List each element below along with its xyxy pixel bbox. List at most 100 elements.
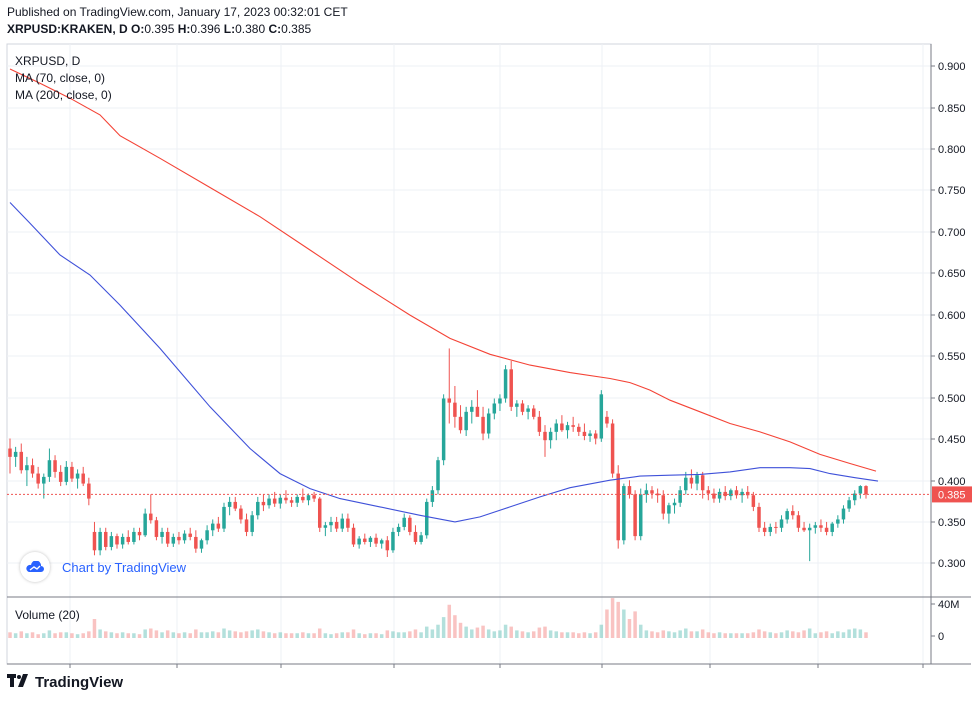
volume-bar bbox=[222, 628, 226, 638]
candle-body bbox=[807, 527, 812, 531]
volume-bar bbox=[819, 632, 823, 638]
volume-bar bbox=[543, 626, 547, 638]
volume-bar bbox=[216, 632, 221, 638]
volume-bar bbox=[864, 632, 868, 638]
candle-body bbox=[284, 497, 288, 501]
volume-bar bbox=[633, 611, 637, 638]
candle-body bbox=[779, 519, 784, 528]
tradingview-watermark[interactable]: Chart by TradingView bbox=[20, 552, 186, 582]
candle-body bbox=[149, 513, 153, 521]
ma70-line bbox=[9, 202, 879, 523]
candle-body bbox=[351, 527, 356, 545]
candle-body bbox=[526, 408, 530, 412]
volume-bar bbox=[261, 631, 266, 638]
volume-bar bbox=[486, 629, 491, 638]
candle-body bbox=[515, 403, 519, 407]
candle-body bbox=[734, 490, 739, 496]
candle-body bbox=[233, 501, 238, 509]
candle-body bbox=[278, 497, 283, 504]
volume-bar bbox=[408, 631, 412, 638]
candle-body bbox=[109, 536, 114, 547]
candle-body bbox=[599, 394, 604, 439]
volume-bar bbox=[712, 633, 716, 638]
volume-bar bbox=[199, 632, 204, 638]
last-price-label: 0.385 bbox=[938, 489, 966, 501]
candle-body bbox=[92, 531, 97, 551]
candle-body bbox=[774, 526, 778, 528]
volume-bar bbox=[81, 633, 85, 638]
volume-bar bbox=[351, 629, 356, 638]
volume-bar bbox=[267, 632, 271, 638]
volume-bar bbox=[64, 632, 69, 638]
price-chart[interactable]: 0.900 0.850 0.800 0.750 0.700 0.650 0.600 0.550… bbox=[0, 0, 978, 670]
candle-body bbox=[509, 369, 513, 407]
volume-bar bbox=[188, 633, 192, 638]
candle-body bbox=[554, 423, 559, 432]
volume-bar bbox=[30, 632, 35, 638]
volume-bar bbox=[87, 631, 91, 638]
candle-body bbox=[334, 521, 339, 529]
candle-body bbox=[261, 501, 266, 506]
volume-bar bbox=[126, 633, 131, 638]
published-line: Published on TradingView.com, January 17… bbox=[7, 5, 348, 19]
x-tick-label: 2023 bbox=[806, 669, 830, 670]
candle-body bbox=[30, 465, 35, 474]
y-tick-label: 0.350 bbox=[938, 517, 966, 529]
volume-bar bbox=[284, 633, 288, 638]
candle-body bbox=[672, 502, 677, 506]
candle-body bbox=[785, 511, 789, 520]
y-tick-label: 0.650 bbox=[938, 268, 966, 280]
volume-bar bbox=[627, 619, 632, 638]
volume-bar bbox=[734, 633, 739, 638]
volume-bar bbox=[672, 632, 677, 638]
candle-body bbox=[633, 494, 637, 537]
candle-body bbox=[216, 523, 221, 529]
candle-body bbox=[346, 518, 350, 528]
candle-body bbox=[250, 515, 254, 532]
volume-bar bbox=[250, 630, 254, 638]
footer-brand[interactable]: TradingView bbox=[7, 674, 123, 691]
candle-body bbox=[661, 495, 666, 514]
candle-body bbox=[712, 493, 716, 499]
volume-bar bbox=[295, 633, 299, 638]
candle-body bbox=[137, 531, 142, 536]
candle-body bbox=[447, 398, 452, 403]
volume-bar bbox=[785, 630, 789, 638]
volume-bar bbox=[813, 633, 818, 638]
x-tick-label: Ago bbox=[271, 669, 291, 670]
volume-bar bbox=[70, 633, 74, 638]
candle-body bbox=[256, 501, 260, 516]
volume-bar bbox=[740, 633, 744, 638]
y-tick-label: 0.700 bbox=[938, 227, 966, 239]
candle-body bbox=[560, 423, 564, 431]
candle-body bbox=[695, 475, 699, 484]
candle-body bbox=[306, 495, 311, 501]
volume-bar bbox=[346, 632, 350, 638]
volume-bar bbox=[98, 629, 102, 638]
volume-bar bbox=[565, 632, 570, 638]
volume-bar bbox=[577, 633, 581, 638]
volume-tick-label: 40M bbox=[938, 599, 959, 611]
volume-bar bbox=[464, 626, 468, 638]
candle-body bbox=[678, 490, 682, 503]
symbol-label: XRPUSD:KRAKEN, D bbox=[7, 22, 128, 36]
candle-body bbox=[577, 426, 581, 432]
candle-body bbox=[120, 536, 125, 545]
volume-bar bbox=[548, 630, 553, 638]
x-tick-label: Fel bbox=[915, 669, 930, 670]
candle-body bbox=[824, 527, 829, 532]
candle-body bbox=[402, 517, 406, 527]
volume-bar bbox=[723, 633, 727, 638]
volume-bar bbox=[774, 633, 778, 638]
volume-bar bbox=[103, 631, 108, 638]
candle-body bbox=[762, 527, 767, 532]
volume-bar bbox=[402, 632, 406, 638]
candle-body bbox=[655, 493, 660, 496]
candle-body bbox=[622, 486, 626, 541]
y-tick-label: 0.550 bbox=[938, 351, 966, 363]
candle-body bbox=[222, 506, 226, 529]
volume-bar bbox=[419, 632, 423, 638]
candle-body bbox=[413, 531, 418, 542]
candle-body bbox=[239, 508, 243, 520]
volume-bar bbox=[109, 632, 114, 638]
